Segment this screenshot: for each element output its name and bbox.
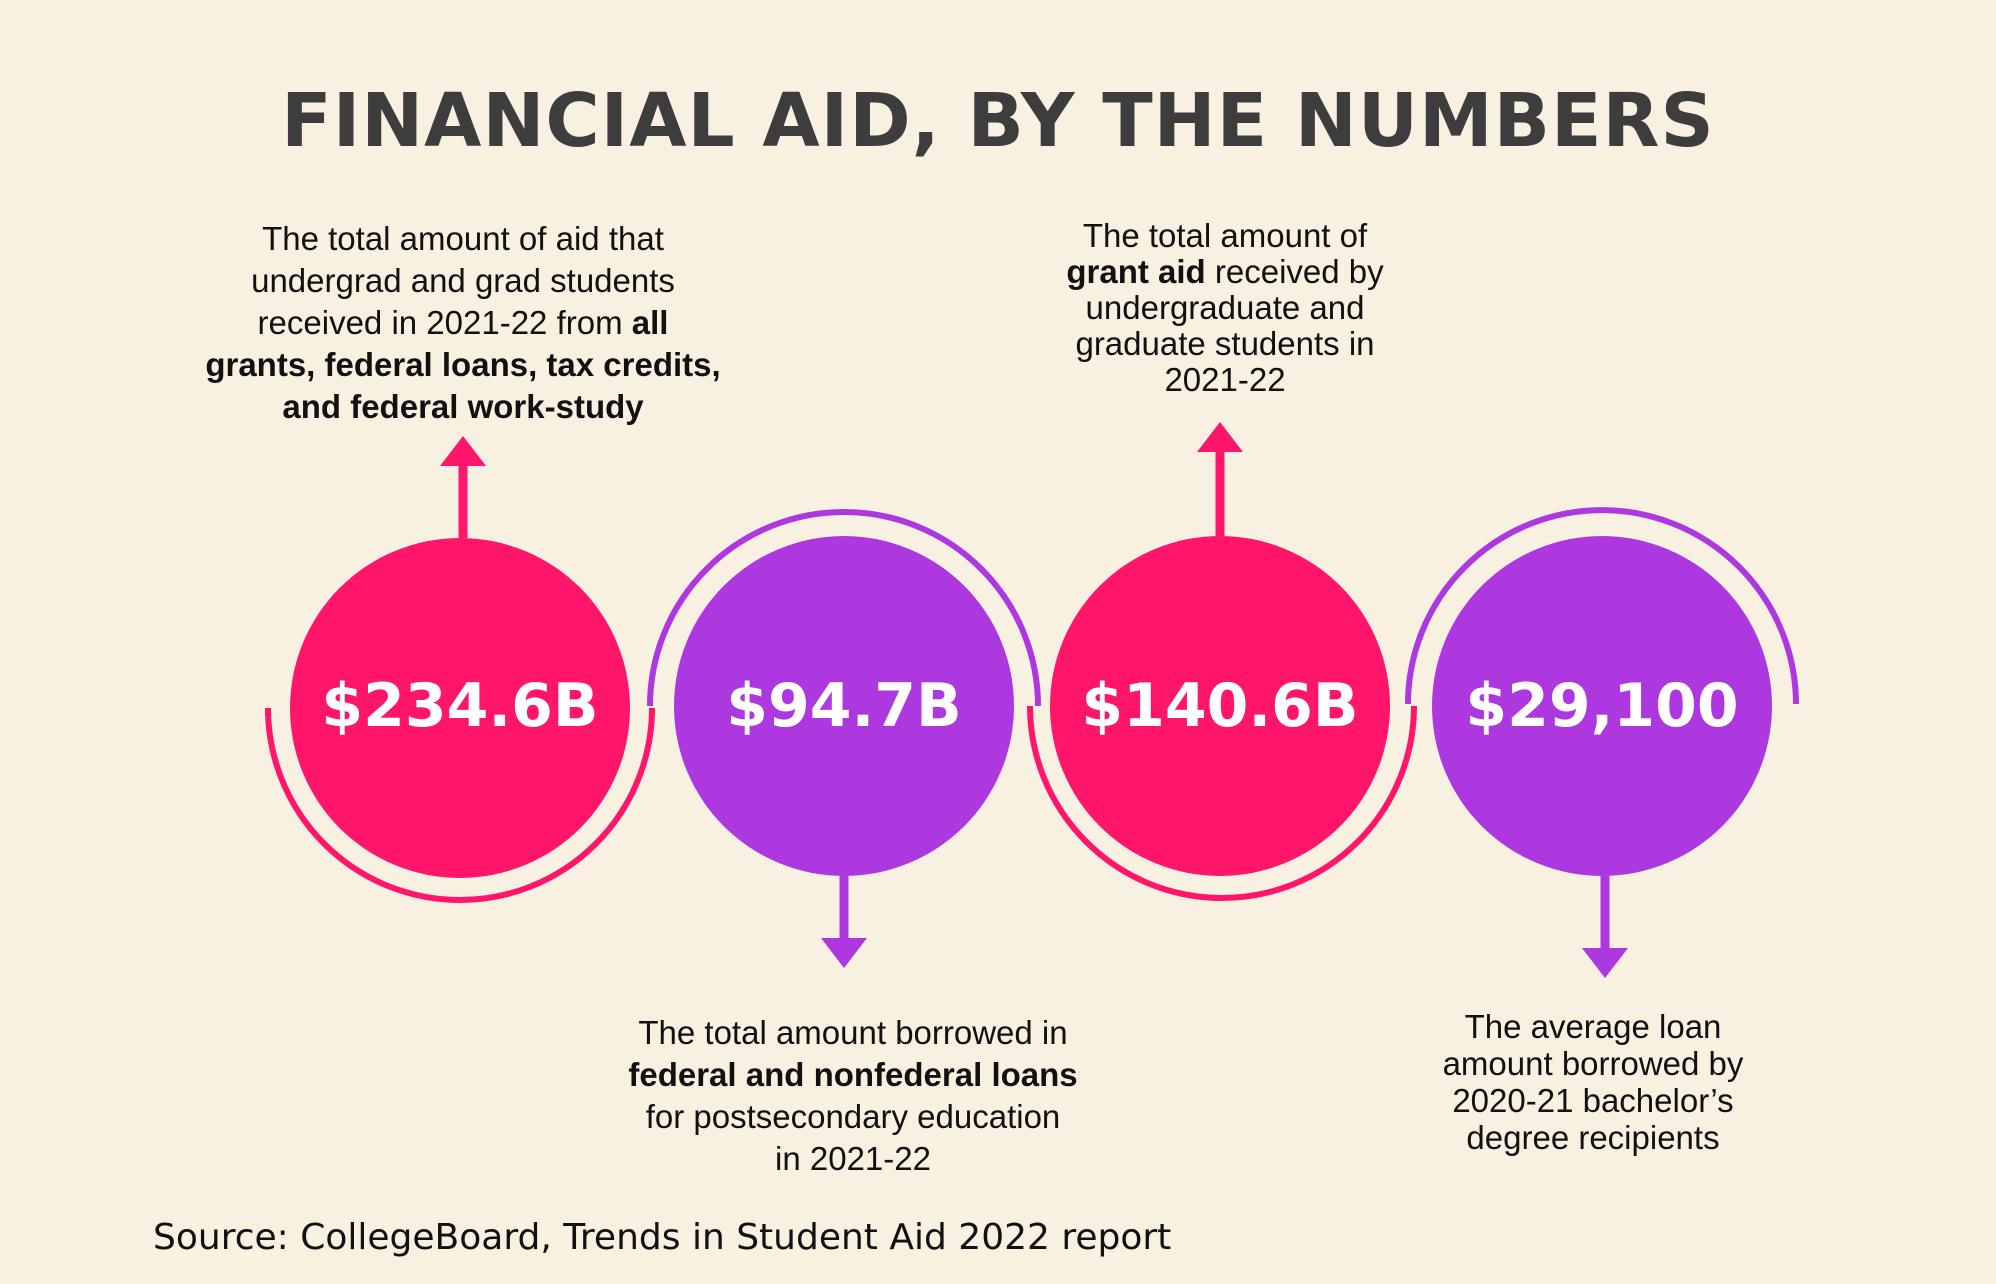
desc-1-line-3: received in 2021-22 from all <box>113 302 813 344</box>
page-title: FINANCIAL AID, BY THE NUMBERS <box>281 78 1715 164</box>
arrow-down-4-head <box>1582 948 1628 978</box>
circle-4-arc <box>1405 507 1799 705</box>
stat-value-4: $29,100 <box>1465 671 1739 741</box>
desc-2-line-2: federal and nonfederal loans <box>553 1054 1153 1096</box>
desc-1-line-4-bold: grants, federal loans, tax credits, <box>205 346 721 383</box>
desc-3-line-1: The total amount of <box>1082 217 1368 254</box>
desc-1-line-1: The total amount of aid that <box>262 220 664 257</box>
stat-description-4: The average loan amount borrowed by 2020… <box>1368 1008 1818 1156</box>
circle-2 <box>674 536 1014 876</box>
desc-1-line-2: undergrad and grad students <box>251 262 675 299</box>
circle-4 <box>1432 536 1772 876</box>
desc-4-line-2: amount borrowed by <box>1442 1045 1744 1082</box>
stat-value-3: $140.6B <box>1081 671 1359 741</box>
desc-3-line-5: 2021-22 <box>1164 361 1286 398</box>
circle-1 <box>290 538 630 878</box>
desc-3-line-3: undergraduate and <box>1085 289 1365 326</box>
desc-3-line-2: grant aid received by <box>975 254 1475 290</box>
stat-value-1: $234.6B <box>321 671 599 741</box>
desc-1-line-3-bold: all <box>631 304 669 341</box>
circle-3 <box>1050 536 1390 876</box>
stat-description-2: The total amount borrowed in federal and… <box>553 1012 1153 1180</box>
desc-1-line-5: and federal work-study <box>113 386 813 428</box>
desc-3-line-2-bold: grant aid <box>1066 253 1206 290</box>
arrow-up-3-head <box>1197 422 1243 452</box>
stat-description-1: The total amount of aid that undergrad a… <box>113 218 813 428</box>
desc-1-line-3-plain: received in 2021-22 from <box>257 304 632 341</box>
desc-4-line-3: 2020-21 bachelor’s <box>1452 1082 1734 1119</box>
desc-2-line-1: The total amount borrowed in <box>638 1014 1068 1051</box>
desc-3-line-2-plain: received by <box>1205 253 1384 290</box>
arrow-up-1-head <box>440 436 486 466</box>
stat-description-3: The total amount of grant aid received b… <box>975 218 1475 398</box>
circle-3-arc <box>1027 705 1417 901</box>
desc-4-line-4: degree recipients <box>1466 1119 1720 1156</box>
desc-3-line-4: graduate students in <box>1075 325 1375 362</box>
desc-1-line-5-bold: and federal work-study <box>282 388 644 425</box>
circle-2-arc <box>647 509 1041 707</box>
desc-1-line-4: grants, federal loans, tax credits, <box>113 344 813 386</box>
desc-2-line-2-bold: federal and nonfederal loans <box>628 1056 1078 1093</box>
stat-value-2: $94.7B <box>726 671 962 741</box>
desc-2-line-3: for postsecondary education <box>645 1098 1061 1135</box>
circle-1-arc <box>265 707 655 903</box>
desc-4-line-1: The average loan <box>1464 1008 1722 1045</box>
desc-2-line-4: in 2021-22 <box>775 1140 931 1177</box>
source-note: Source: CollegeBoard, Trends in Student … <box>153 1217 1172 1258</box>
arrow-down-2-head <box>821 938 867 968</box>
